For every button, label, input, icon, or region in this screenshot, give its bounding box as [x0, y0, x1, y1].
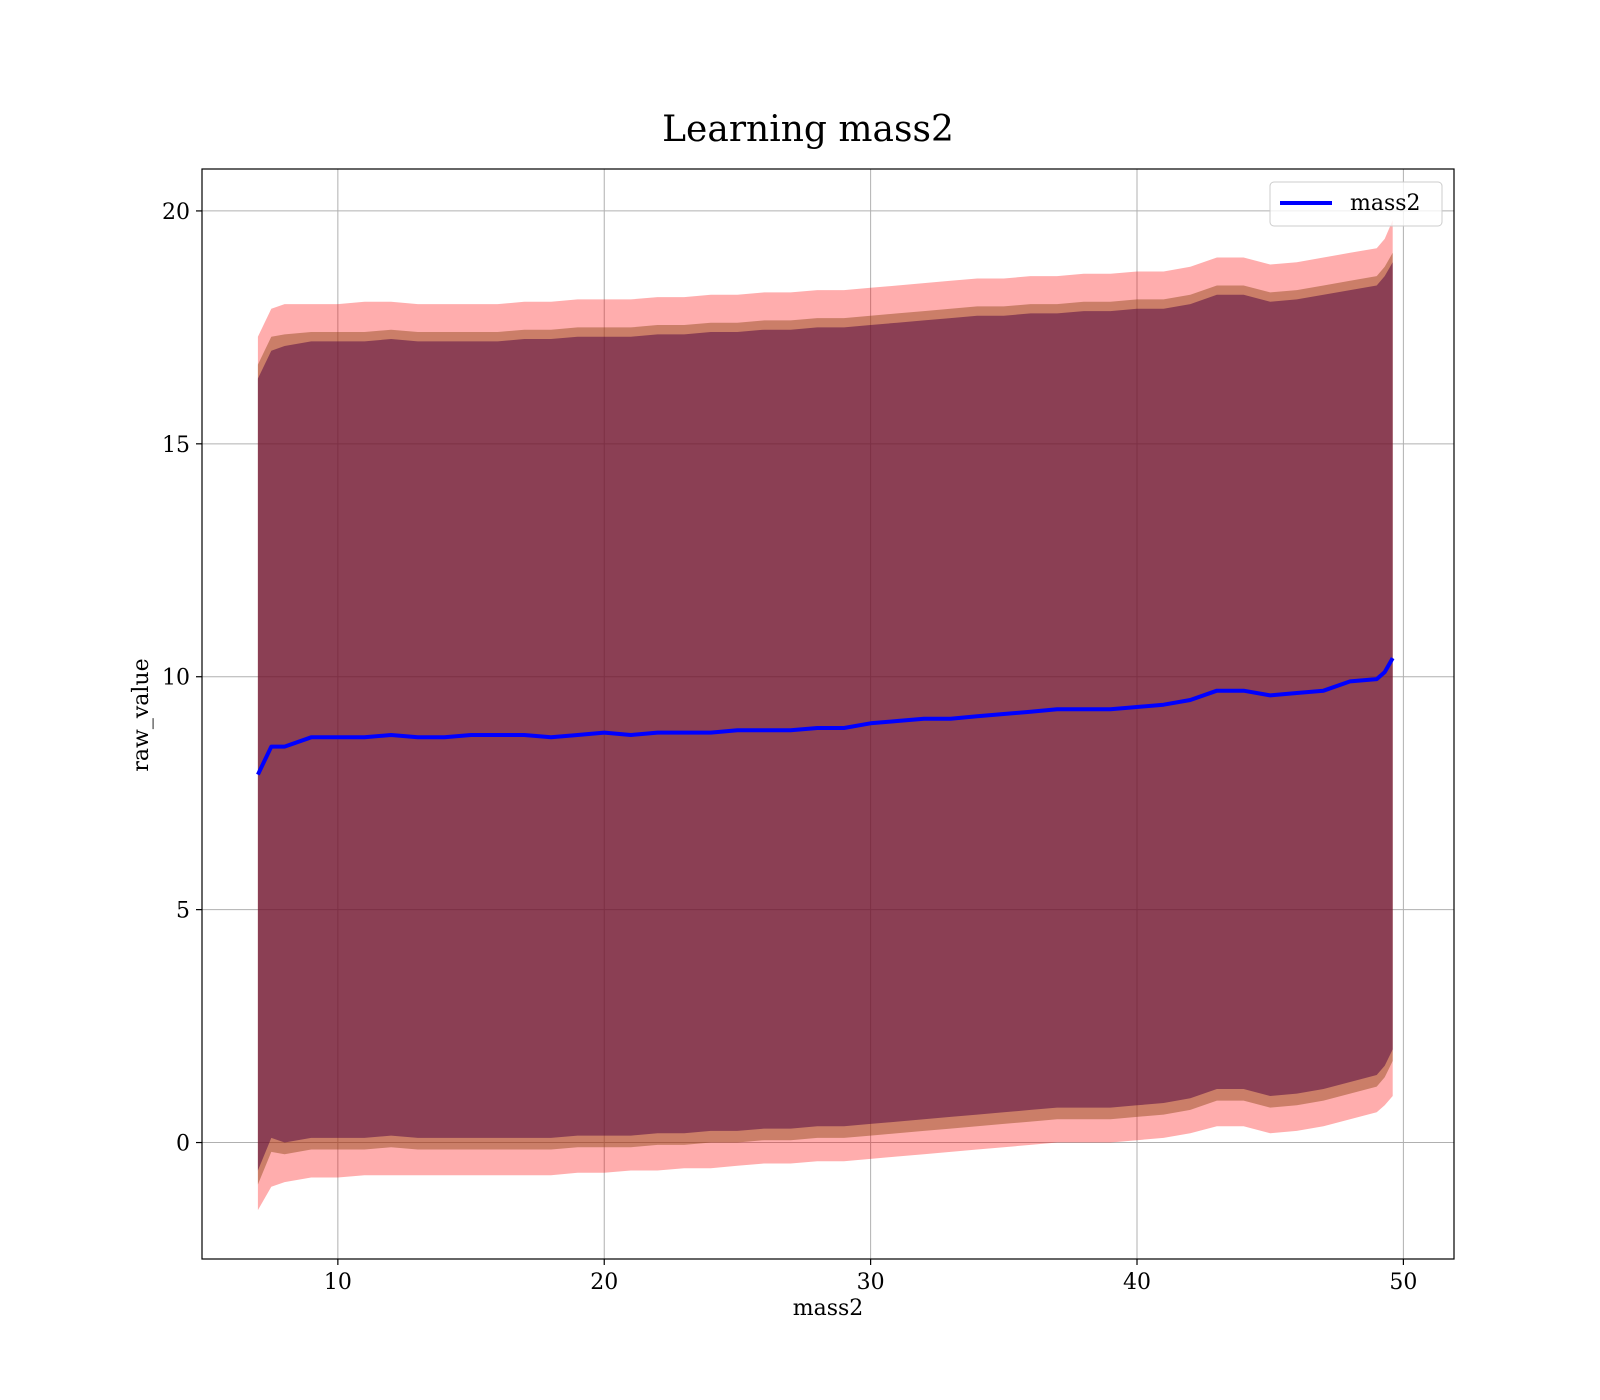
chart-title: Learning mass2: [662, 109, 954, 150]
y-axis-ticks: 0 5 10 15 20: [162, 200, 202, 1157]
legend-label-mass2: mass2: [1350, 191, 1421, 216]
x-tick-label: 50: [1389, 1270, 1417, 1295]
y-tick-label: 5: [176, 899, 190, 924]
x-axis-ticks: 10 20 30 40 50: [324, 1259, 1417, 1295]
x-tick-label: 10: [324, 1270, 352, 1295]
y-tick-label: 20: [162, 200, 190, 225]
y-tick-label: 0: [176, 1132, 190, 1157]
legend: mass2: [1269, 181, 1443, 227]
x-tick-label: 30: [857, 1270, 885, 1295]
y-axis-label: raw_value: [129, 658, 154, 771]
series-line-mass2: [256, 657, 1395, 776]
legend-box: [1269, 181, 1443, 227]
band-inner: [257, 262, 1393, 1171]
x-tick-label: 20: [590, 1270, 618, 1295]
y-tick-label: 10: [162, 666, 190, 691]
bands: [257, 220, 1393, 1211]
y-tick-label: 15: [162, 433, 190, 458]
x-tick-label: 40: [1123, 1270, 1151, 1295]
x-axis-label: mass2: [793, 1296, 864, 1321]
plot-frame: [201, 168, 1455, 1260]
